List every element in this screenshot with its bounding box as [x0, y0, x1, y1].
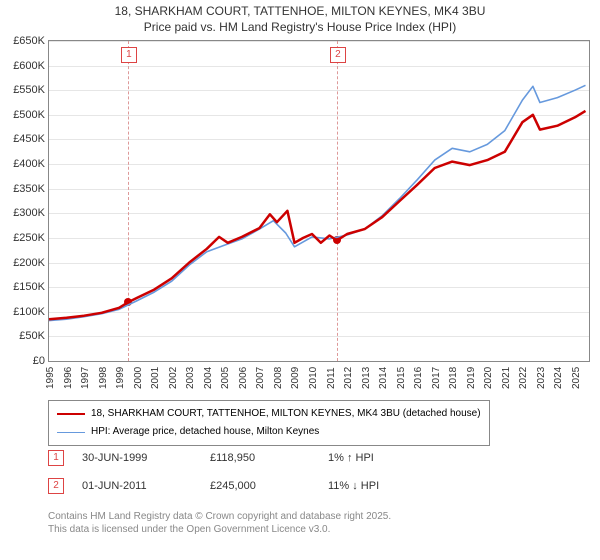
y-tick-label: £250K [13, 232, 45, 244]
x-tick-label: 2006 [238, 367, 249, 389]
y-tick-label: £450K [13, 133, 45, 145]
legend-row: 18, SHARKHAM COURT, TATTENHOE, MILTON KE… [57, 405, 481, 423]
y-tick-label: £150K [13, 281, 45, 293]
y-tick-label: £300K [13, 207, 45, 219]
legend-label: HPI: Average price, detached house, Milt… [91, 423, 319, 441]
copyright-line-1: Contains HM Land Registry data © Crown c… [48, 510, 391, 523]
x-tick-label: 2011 [326, 367, 337, 389]
y-tick-label: £100K [13, 306, 45, 318]
x-tick-label: 2025 [571, 367, 582, 389]
x-tick-label: 2019 [466, 367, 477, 389]
y-tick-label: £500K [13, 109, 45, 121]
x-tick-label: 2015 [396, 367, 407, 389]
copyright-line-2: This data is licensed under the Open Gov… [48, 523, 391, 536]
series-hpi [49, 85, 586, 320]
legend-row: HPI: Average price, detached house, Milt… [57, 423, 481, 441]
x-tick-label: 2014 [378, 367, 389, 389]
x-tick-label: 2004 [203, 367, 214, 389]
y-tick-label: £600K [13, 60, 45, 72]
x-tick-label: 2005 [220, 367, 231, 389]
transaction-row: 2 01-JUN-2011 £245,000 11% ↓ HPI [48, 478, 379, 494]
x-tick-label: 1998 [98, 367, 109, 389]
transaction-delta: 1% ↑ HPI [328, 452, 374, 464]
transaction-marker: 1 [48, 450, 64, 466]
x-tick-label: 2007 [255, 367, 266, 389]
x-tick-label: 1996 [63, 367, 74, 389]
x-tick-label: 2024 [553, 367, 564, 389]
x-tick-label: 2001 [150, 367, 161, 389]
chart-lines [49, 41, 589, 361]
y-tick-label: £400K [13, 158, 45, 170]
title-line-1: 18, SHARKHAM COURT, TATTENHOE, MILTON KE… [0, 4, 600, 20]
x-tick-label: 2012 [343, 367, 354, 389]
x-tick-label: 2009 [290, 367, 301, 389]
copyright: Contains HM Land Registry data © Crown c… [48, 510, 391, 536]
transaction-marker: 2 [48, 478, 64, 494]
legend: 18, SHARKHAM COURT, TATTENHOE, MILTON KE… [48, 400, 490, 446]
transaction-date: 01-JUN-2011 [82, 480, 192, 492]
x-tick-label: 2020 [483, 367, 494, 389]
legend-label: 18, SHARKHAM COURT, TATTENHOE, MILTON KE… [91, 405, 481, 423]
title-line-2: Price paid vs. HM Land Registry's House … [0, 20, 600, 36]
x-tick-label: 2018 [448, 367, 459, 389]
x-tick-label: 2000 [133, 367, 144, 389]
legend-swatch [57, 432, 85, 433]
x-tick-label: 2021 [501, 367, 512, 389]
chart-plot-area: £0£50K£100K£150K£200K£250K£300K£350K£400… [48, 40, 590, 362]
y-tick-label: £550K [13, 84, 45, 96]
x-tick-label: 1999 [115, 367, 126, 389]
x-tick-label: 2016 [413, 367, 424, 389]
x-tick-label: 2003 [185, 367, 196, 389]
x-tick-label: 2022 [518, 367, 529, 389]
transaction-delta: 11% ↓ HPI [328, 480, 379, 492]
x-tick-label: 2017 [431, 367, 442, 389]
chart-title: 18, SHARKHAM COURT, TATTENHOE, MILTON KE… [0, 0, 600, 35]
y-tick-label: £0 [33, 355, 45, 367]
y-tick-label: £200K [13, 257, 45, 269]
transaction-row: 1 30-JUN-1999 £118,950 1% ↑ HPI [48, 450, 374, 466]
y-tick-label: £350K [13, 183, 45, 195]
x-tick-label: 2013 [361, 367, 372, 389]
y-tick-label: £650K [13, 35, 45, 47]
x-tick-label: 2023 [536, 367, 547, 389]
series-price-paid [49, 111, 586, 319]
transaction-price: £245,000 [210, 480, 310, 492]
legend-swatch [57, 413, 85, 415]
x-tick-label: 2008 [273, 367, 284, 389]
x-tick-label: 2010 [308, 367, 319, 389]
y-tick-label: £50K [19, 330, 45, 342]
transaction-date: 30-JUN-1999 [82, 452, 192, 464]
x-tick-label: 2002 [168, 367, 179, 389]
x-tick-label: 1997 [80, 367, 91, 389]
transaction-price: £118,950 [210, 452, 310, 464]
x-tick-label: 1995 [45, 367, 56, 389]
